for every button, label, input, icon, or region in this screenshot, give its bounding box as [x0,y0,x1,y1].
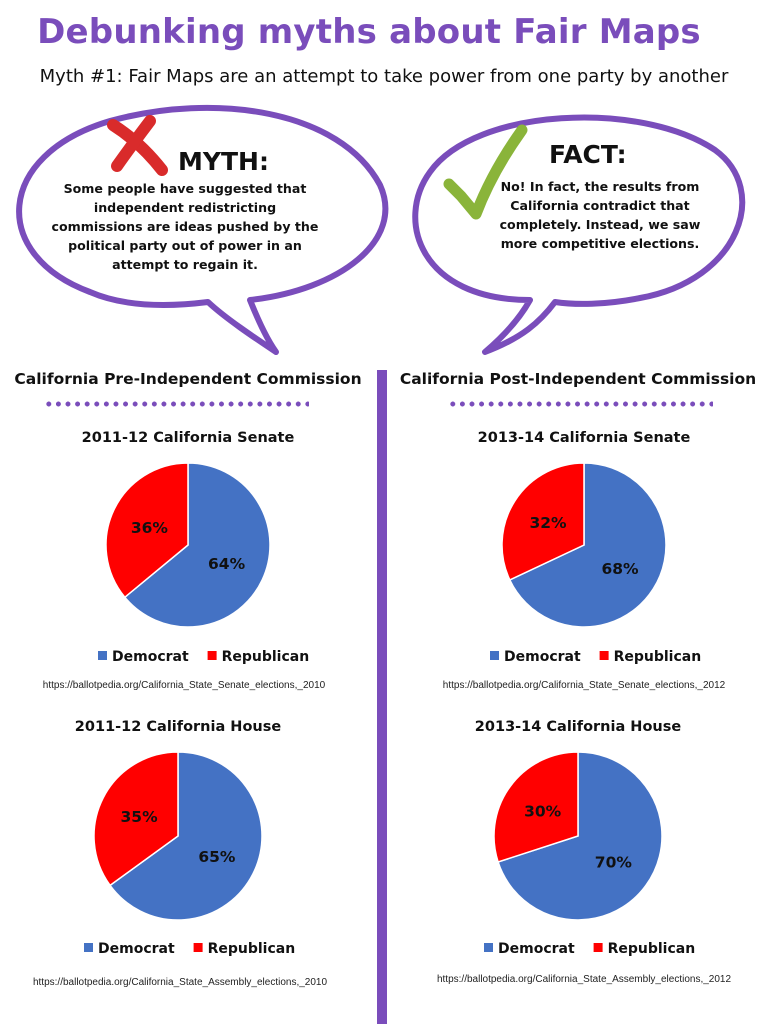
check-mark-icon [443,124,528,220]
legend-swatch-democrat [84,943,93,952]
pie-slice-democrat [497,751,663,921]
chart-title: 2013-14 California Senate [478,430,691,446]
legend-label-democrat: Democrat [98,941,175,957]
pie-chart-svg: 2013-14 California House 70% 30% Democrat Re… [475,719,696,957]
source-house-pre: https://ballotpedia.org/California_State… [32,977,328,988]
right-column-title: California Post-Independent Commission [399,370,757,388]
pie-chart-svg: 2013-14 California Senate 68% 32% Democrat R… [478,430,702,665]
data-label-republican: 32% [529,514,567,532]
speech-bubbles [16,104,746,355]
pie-slice-republican [105,462,189,599]
legend-swatch-democrat [490,651,499,660]
chart-senate-post: 2013-14 California Senate 68% 32% Democrat R… [384,415,768,705]
legend-swatch-democrat [484,943,493,952]
data-label-republican: 30% [524,802,562,820]
source-senate-post: https://ballotpedia.org/California_State… [442,680,726,691]
myth-text: Some people have suggested that independ… [51,181,319,272]
chart-title: 2013-14 California House [475,719,682,735]
legend-label-democrat: Democrat [504,649,581,665]
source-house-post: https://ballotpedia.org/California_State… [436,974,732,985]
legend-swatch-republican [207,651,217,660]
legend-swatch-republican [193,943,203,952]
fact-text: No! In fact, the results from California… [499,179,701,251]
page-subtitle: Myth #1: Fair Maps are an attempt to tak… [39,66,729,87]
right-dotted-line [448,401,713,407]
page-title: Debunking myths about Fair Maps [37,12,701,52]
source-senate-pre: https://ballotpedia.org/California_State… [42,680,326,691]
left-dotted-line [44,401,309,407]
chart-title: 2011-12 California Senate [82,430,295,446]
pie-slice-democrat [123,462,271,628]
legend-swatch-republican [593,943,603,952]
data-label-republican: 35% [121,808,159,826]
pie-slice-democrat [508,462,667,628]
legend-label-democrat: Democrat [498,941,575,957]
column-divider [377,370,387,1024]
data-label-republican: 36% [131,519,169,537]
legend-swatch-republican [599,651,609,660]
chart-house-pre: 2011-12 California House 65% 35% Democrat Re… [0,705,384,995]
data-label-democrat: 64% [208,555,246,573]
legend-label-republican: Republican [608,941,696,957]
left-column-title: California Pre-Independent Commission [14,370,362,388]
myth-bubble [16,104,389,355]
fact-heading: FACT: [549,140,627,169]
chart-house-post: 2013-14 California House 70% 30% Democrat Re… [384,705,768,995]
data-label-democrat: 65% [198,848,236,866]
legend-label-republican: Republican [614,649,702,665]
x-mark-icon [107,115,168,176]
legend-label-republican: Republican [222,649,310,665]
legend-label-republican: Republican [208,941,296,957]
myth-heading: MYTH: [178,147,269,176]
pie-slice-republican [493,751,579,863]
data-label-democrat: 68% [601,560,639,578]
pie-chart-svg: 2011-12 California Senate 64% 36% Democrat R… [82,430,310,665]
pie-slice-republican [93,751,179,887]
pie-slice-democrat [108,751,263,921]
chart-senate-pre: 2011-12 California Senate 64% 36% Democrat R… [0,415,384,705]
legend-swatch-democrat [98,651,107,660]
pie-slice-republican [501,462,585,581]
chart-title: 2011-12 California House [75,719,282,735]
legend-label-democrat: Democrat [112,649,189,665]
pie-chart-svg: 2011-12 California House 65% 35% Democrat Re… [75,719,296,957]
data-label-democrat: 70% [595,854,633,872]
